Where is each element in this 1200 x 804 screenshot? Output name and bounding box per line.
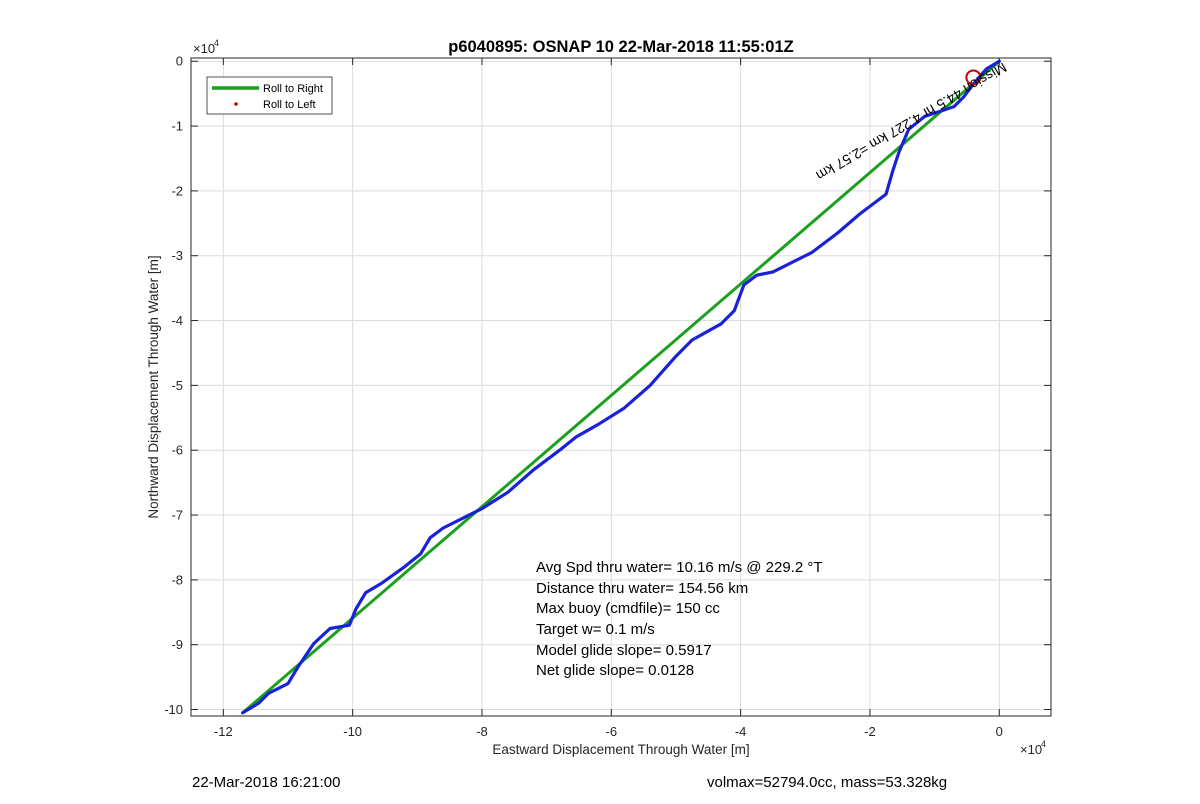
svg-text:×10: ×10 [1020, 742, 1042, 757]
series-track-line [241, 59, 1001, 715]
x-tick-label: 0 [996, 724, 1003, 739]
footer-timestamp: 22-Mar-2018 16:21:00 [192, 774, 341, 791]
x-tick-label: -4 [735, 724, 747, 739]
legend-label-roll-left: Roll to Left [263, 99, 316, 111]
y-tick-label: -6 [171, 443, 183, 458]
chart-title: p6040895: OSNAP 10 22-Mar-2018 11:55:01Z [448, 38, 794, 56]
y-tick-label: -4 [171, 313, 183, 328]
y-tick-label: -9 [171, 637, 183, 652]
x-axis-label: Eastward Displacement Through Water [m] [492, 742, 749, 757]
y-tick-label: -8 [171, 572, 183, 587]
y-tick-label: -1 [171, 119, 183, 134]
series-layer [241, 59, 1001, 715]
stat-net-glide-slope: Net glide slope= 0.0128 [536, 662, 694, 679]
legend-box [206, 76, 333, 115]
stat-distance: Distance thru water= 154.56 km [536, 580, 748, 597]
y-axis-label: Northward Displacement Through Water [m] [146, 255, 161, 518]
x-tick-label: -2 [864, 724, 876, 739]
start-point-marker [965, 69, 982, 86]
y-exponent-label: ×10 4 [193, 38, 219, 56]
stats-annotation: Avg Spd thru water= 10.16 m/s @ 229.2 °T… [536, 559, 823, 679]
y-tick-label: 0 [176, 54, 183, 69]
x-tick-label: -6 [606, 724, 618, 739]
legend: Roll to Right Roll to Left [206, 76, 333, 115]
x-exponent-label: ×10 4 [1020, 739, 1046, 757]
svg-text:4: 4 [214, 38, 219, 48]
stat-target-w: Target w= 0.1 m/s [536, 621, 655, 638]
stat-max-buoy: Max buoy (cmdfile)= 150 cc [536, 600, 720, 617]
axis-ticks: -12 -10 -8 -6 -4 -2 0 0 -1 -2 -3 -4 -5 -6 -7 -8 -9 -10 [164, 54, 1051, 739]
x-tick-label: -8 [476, 724, 488, 739]
series-roll-right-line [241, 59, 1001, 715]
y-tick-label: -2 [171, 183, 183, 198]
footer-summary: volmax=52794.0cc, mass=53.328kg [707, 774, 948, 791]
track-annotation: Mission 44.5 hr 4.227 km =2.57 km [813, 59, 1009, 184]
svg-text:×10: ×10 [193, 41, 215, 56]
x-tick-label: -10 [343, 724, 362, 739]
legend-label-roll-right: Roll to Right [263, 83, 323, 95]
stat-model-glide-slope: Model glide slope= 0.5917 [536, 642, 712, 659]
plot-area-frame [190, 57, 1052, 717]
y-tick-label: -10 [164, 702, 183, 717]
svg-text:4: 4 [1041, 739, 1046, 749]
legend-marker-roll-left [234, 102, 238, 106]
y-tick-label: -5 [171, 378, 183, 393]
x-tick-label: -12 [214, 724, 233, 739]
stat-avg-speed: Avg Spd thru water= 10.16 m/s @ 229.2 °T [536, 559, 823, 576]
y-tick-label: -7 [171, 508, 183, 523]
y-tick-label: -3 [171, 248, 183, 263]
